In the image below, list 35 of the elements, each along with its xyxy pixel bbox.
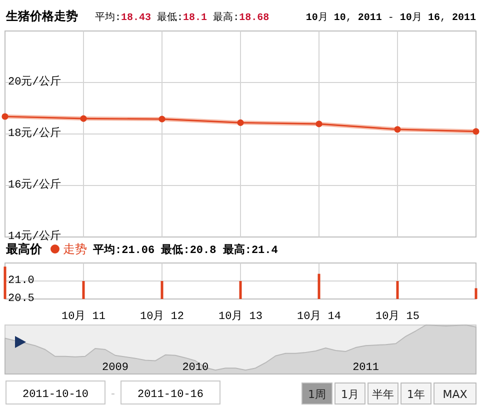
point <box>80 115 87 122</box>
y-tick-label: 16元/公斤 <box>8 178 61 192</box>
text: - <box>111 387 116 400</box>
x-tick-label: 10月 11 <box>61 310 106 323</box>
x-tick-label: 10月 14 <box>296 310 342 323</box>
chart-subtitle: 平均:21.06 最低:20.8 最高:21.4 <box>92 243 278 257</box>
text: 10月 10, 2011 - 10月 16, 2011 <box>306 13 476 24</box>
x-tick-label: 2009 <box>102 362 128 374</box>
x-tick-label: 2011 <box>352 362 380 374</box>
point <box>237 119 244 126</box>
chart-subtitle: 平均:18.43 最低:18.1 最高:18.68 <box>95 11 270 24</box>
y-tick-label: 14元/公斤 <box>8 229 61 243</box>
y-tick-label: 20.5 <box>8 293 34 305</box>
text: 1周 <box>308 388 326 401</box>
text: MAX <box>442 388 468 401</box>
text: 2011-10-16 <box>137 389 204 401</box>
x-tick-label: 10月 15 <box>375 310 420 323</box>
chart-title: 最高价 <box>5 242 43 256</box>
legend-label: 走势 <box>63 242 87 256</box>
text: 1年 <box>407 388 425 401</box>
x-tick-label: 10月 12 <box>140 310 184 323</box>
point <box>2 113 8 120</box>
text: 2011-10-10 <box>22 389 89 401</box>
text: 1月 <box>341 388 359 401</box>
y-tick-label: 21.0 <box>8 275 34 287</box>
point <box>158 116 166 122</box>
chart-title: 生猪价格走势 <box>5 9 78 23</box>
point <box>316 120 322 128</box>
x-tick-label: 2010 <box>182 362 209 374</box>
point <box>472 128 480 135</box>
point <box>394 126 401 133</box>
y-tick-label: 20元/公斤 <box>8 74 61 88</box>
y-tick-label: 18元/公斤 <box>8 126 61 140</box>
text: 半年 <box>372 388 394 401</box>
x-tick-label: 10月 13 <box>218 310 263 323</box>
